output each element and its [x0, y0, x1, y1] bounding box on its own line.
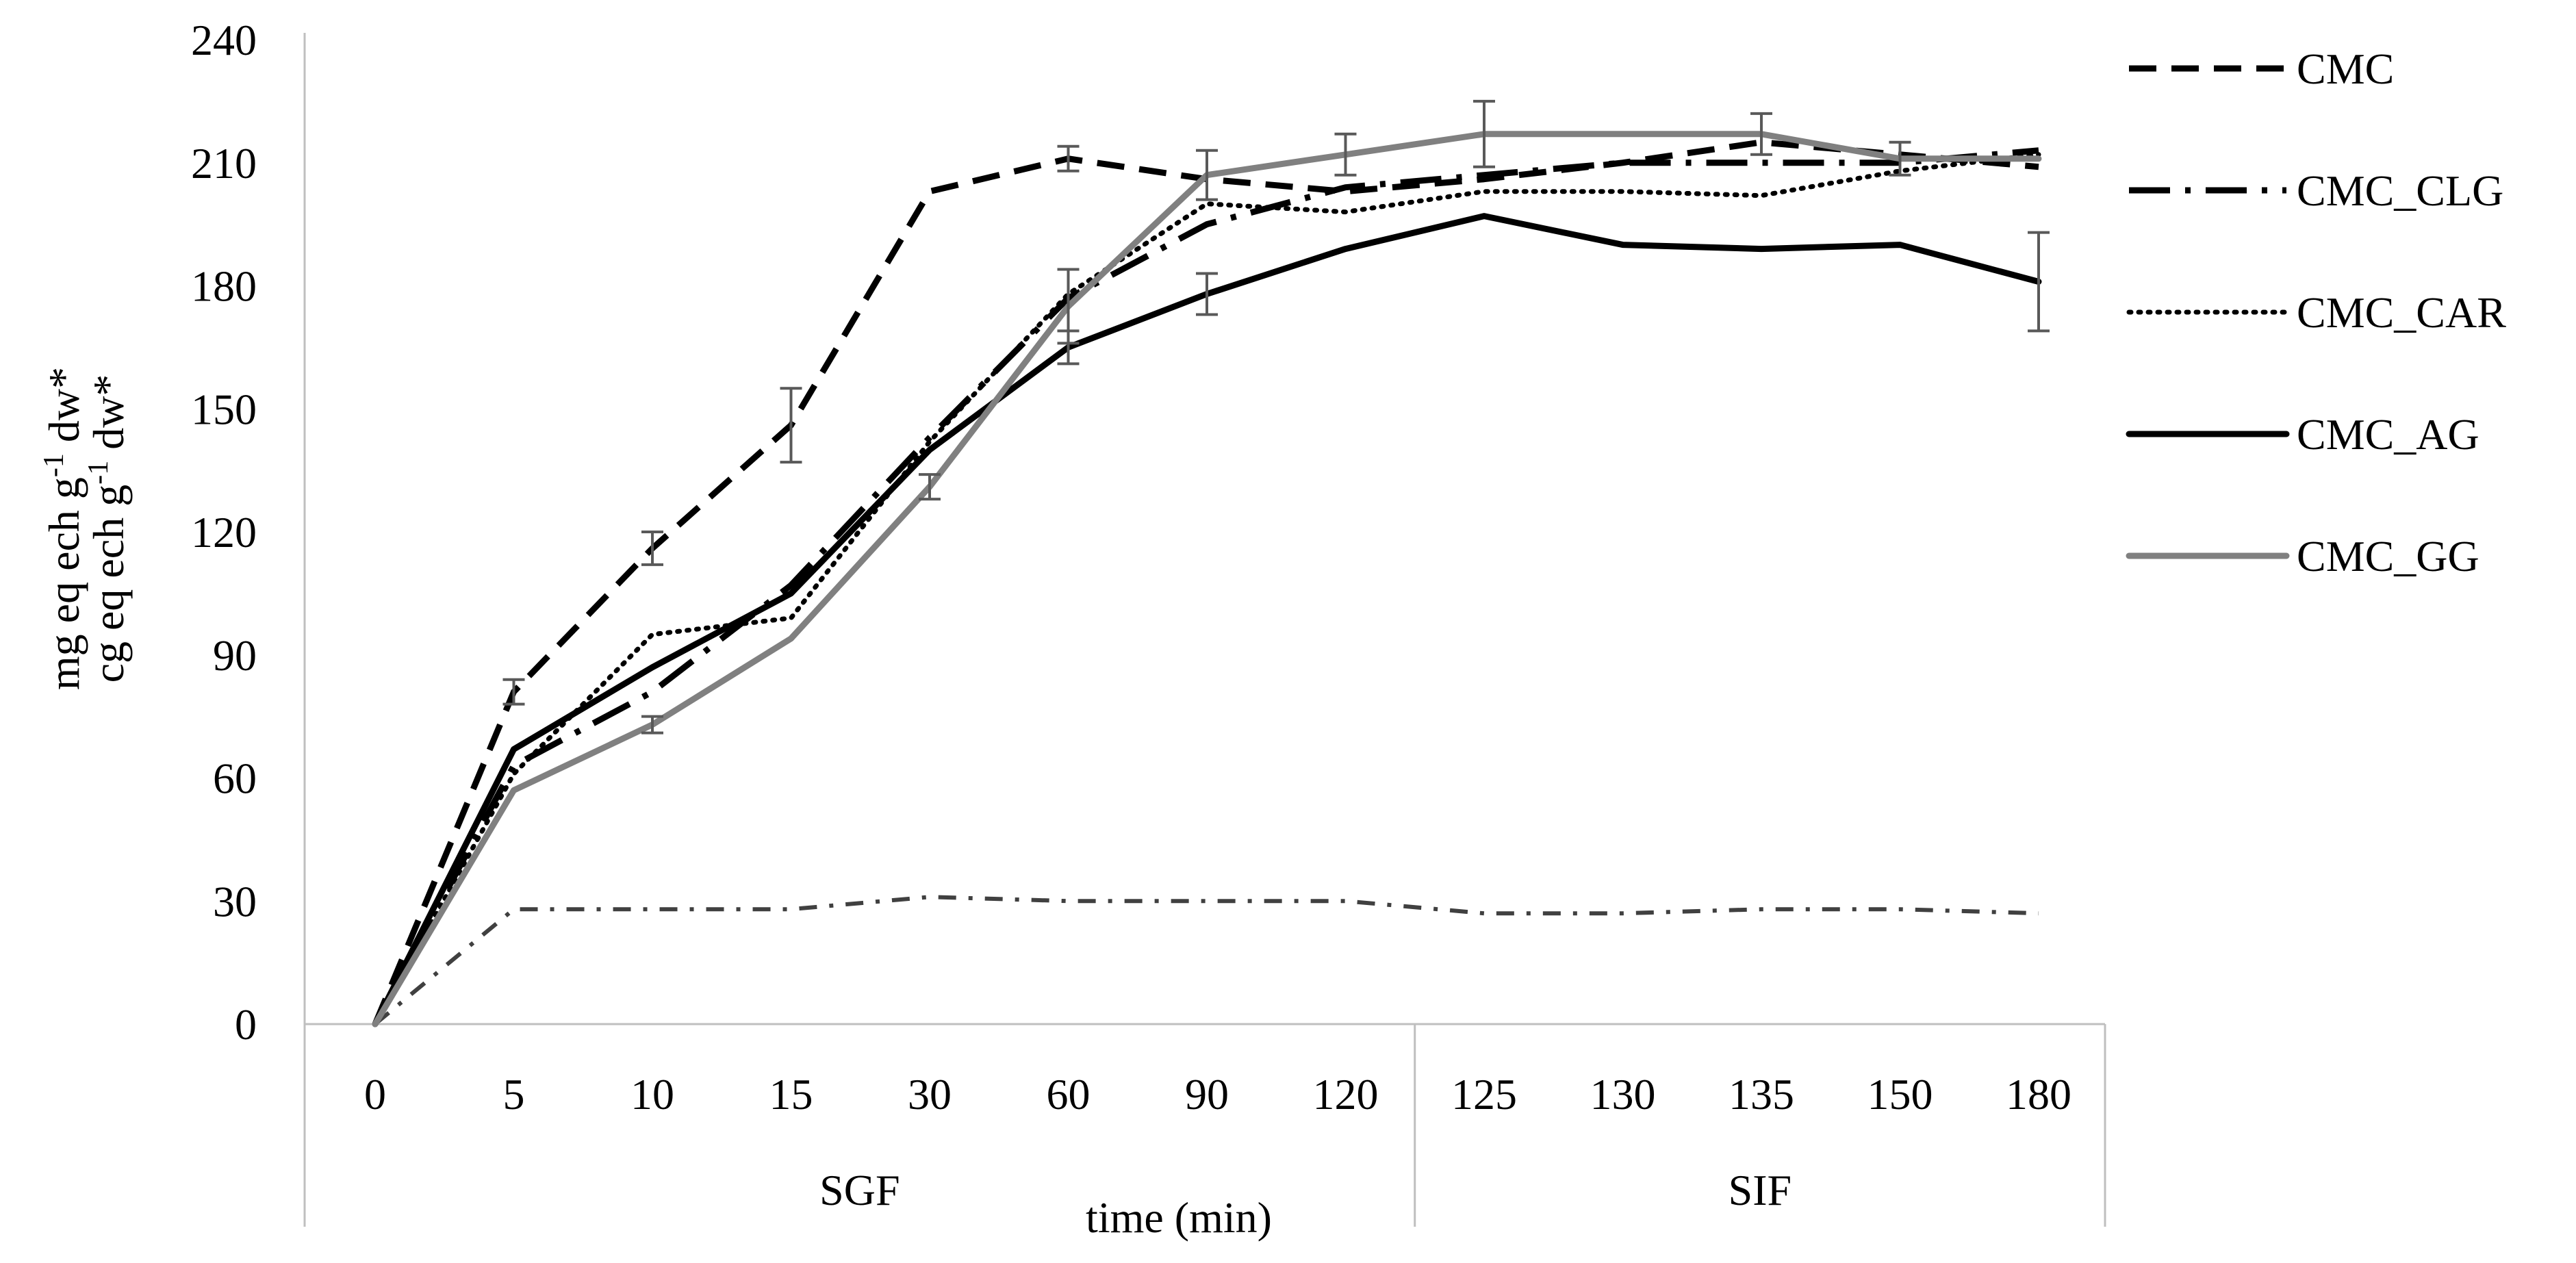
x-tick-label: 60	[1047, 1070, 1091, 1119]
legend-label: CMC_AG	[2297, 410, 2479, 459]
legend-label: CMC_CAR	[2297, 288, 2506, 337]
legend-label: CMC_GG	[2297, 532, 2479, 581]
y-tick-label: 240	[191, 16, 257, 64]
x-tick-label: 15	[769, 1070, 813, 1119]
y-tick-label: 180	[191, 262, 257, 311]
y-tick-label: 120	[191, 508, 257, 557]
y-tick-label: 60	[213, 754, 257, 803]
y-axis-title-line-2: cg eq ech g-1 dw*	[83, 374, 133, 683]
group-label: SGF	[819, 1166, 900, 1214]
x-tick-label: 5	[503, 1070, 525, 1119]
series-line-cmc-ag	[372, 213, 2042, 1028]
x-tick-label: 135	[1729, 1070, 1794, 1119]
series-line-cmc-car	[372, 152, 2041, 1027]
x-axis-title: time (min)	[1086, 1193, 1272, 1242]
legend-label: CMC_CLG	[2297, 166, 2503, 215]
legend-label: CMC	[2297, 44, 2394, 93]
x-tick-label: 125	[1451, 1070, 1517, 1119]
series-line-cmc-clg	[372, 147, 2039, 1026]
x-tick-label: 180	[2006, 1070, 2071, 1119]
y-axis-title-line-1: mg eq ech g-1 dw*	[38, 367, 88, 690]
y-tick-label: 0	[235, 1000, 257, 1049]
series-line-cmc-clg-low	[374, 895, 2039, 1026]
x-tick-label: 150	[1867, 1070, 1933, 1119]
x-tick-label: 30	[908, 1070, 952, 1119]
y-tick-label: 210	[191, 139, 257, 188]
y-tick-label: 150	[191, 385, 257, 433]
x-tick-label: 90	[1185, 1070, 1229, 1119]
y-tick-label: 30	[213, 877, 257, 926]
y-tick-label: 90	[213, 631, 257, 680]
x-tick-label: 130	[1590, 1070, 1656, 1119]
group-label: SIF	[1729, 1166, 1792, 1214]
x-tick-label: 0	[364, 1070, 386, 1119]
x-tick-label: 120	[1313, 1070, 1379, 1119]
x-tick-label: 10	[630, 1070, 674, 1119]
